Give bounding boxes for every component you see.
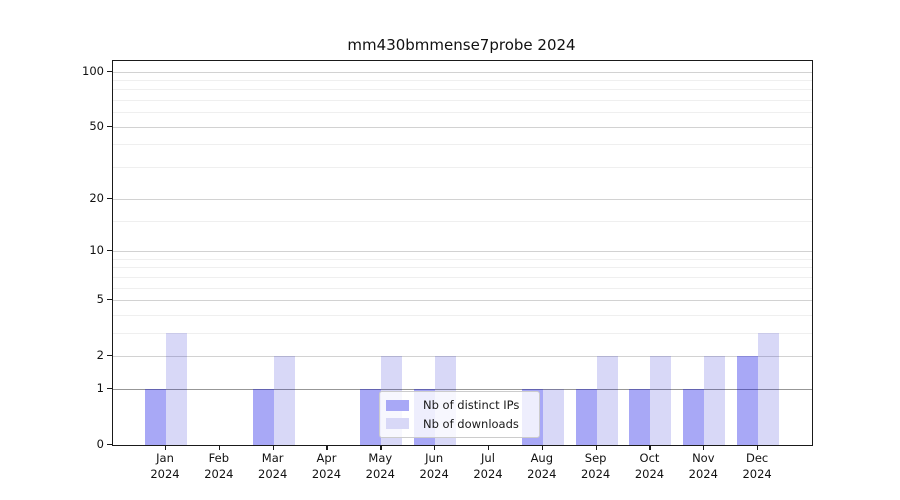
x-tick-label: Oct 2024 [634,451,665,481]
legend: Nb of distinct IPs Nb of downloads [379,391,540,438]
gridline-major [113,250,812,252]
y-tick-label: 20 [89,190,104,205]
x-tick [218,445,221,450]
gridline-minor [113,220,812,222]
gridline-minor [113,314,812,316]
y-tick-label: 10 [89,242,104,257]
gridline-major [113,356,812,358]
x-tick [434,445,436,450]
bar-distinct-ips-dec [737,356,759,445]
x-tick [649,445,651,450]
y-tick-label: 1 [96,380,104,395]
x-tick-label: Sep 2024 [580,451,611,481]
x-tick [757,445,759,450]
legend-label-distinct-ips: Nb of distinct IPs [423,398,520,413]
bar-downloads-dec [758,332,780,445]
y-tick [107,125,112,127]
bar-downloads-nov [704,356,726,445]
legend-swatch-downloads [386,418,409,430]
gridline-minor [113,332,812,334]
x-tick-label: Aug 2024 [527,451,557,481]
x-tick-label: Nov 2024 [688,451,718,481]
bar-distinct-ips-oct [629,388,651,445]
x-tick-label: Jul 2024 [473,451,503,481]
x-tick [326,445,328,450]
gridline-minor [113,276,812,278]
chart-title: mm430bmmense7probe 2024 [347,36,576,54]
bar-downloads-mar [273,356,295,445]
gridline-minor [113,79,812,81]
x-tick-label: Apr 2024 [311,451,342,481]
gridline-minor [113,287,812,289]
y-tick [107,298,112,301]
bar-distinct-ips-may [360,388,382,445]
x-tick-label: Feb 2024 [204,451,234,481]
gridline-minor [113,112,812,114]
x-tick-label: Jun 2024 [419,451,449,481]
gridline-minor [113,258,812,260]
gridline-major [113,126,812,128]
x-tick-label: Dec 2024 [742,451,772,481]
bar-distinct-ips-sep [575,388,597,445]
bar-distinct-ips-mar [252,388,274,445]
gridline-minor [113,167,812,169]
gridline-minor [113,100,812,102]
bar-distinct-ips-nov [683,388,705,445]
y-tick [107,444,112,446]
x-tick [487,445,490,450]
bar-downloads-aug [542,388,564,445]
y-tick [107,197,112,199]
gridline-major [113,198,812,200]
x-tick [165,445,167,450]
x-tick [380,445,382,450]
bar-downloads-sep [596,356,618,445]
legend-entry-distinct-ips: Nb of distinct IPs [386,396,533,415]
x-tick [595,445,597,450]
bar-distinct-ips-jan [145,388,166,445]
plot-area [112,60,813,446]
y-tick [107,355,112,357]
gridline-major [113,299,812,301]
x-tick [703,445,705,450]
y-tick-label: 0 [96,437,104,451]
gridline-minor [113,267,812,269]
x-tick [541,445,543,450]
gridline-minor [113,89,812,91]
x-tick-label: May 2024 [365,451,395,481]
gridline-minor [113,144,812,146]
bar-downloads-jan [166,332,187,445]
y-tick [107,70,112,72]
legend-label-downloads: Nb of downloads [423,416,519,431]
legend-swatch-distinct-ips [386,399,409,411]
y-tick [107,249,112,252]
x-tick [272,445,274,450]
x-tick-label: Jan 2024 [150,451,180,481]
gridline-major [113,388,812,390]
y-tick-label: 50 [89,118,104,133]
y-tick-label: 100 [82,63,104,78]
legend-entry-downloads: Nb of downloads [386,415,533,434]
y-tick-label: 5 [96,291,104,306]
x-tick-label: Mar 2024 [258,451,288,481]
bar-downloads-oct [650,356,672,445]
y-tick [107,387,112,390]
y-tick-label: 2 [96,348,104,363]
gridline-major [113,71,812,73]
